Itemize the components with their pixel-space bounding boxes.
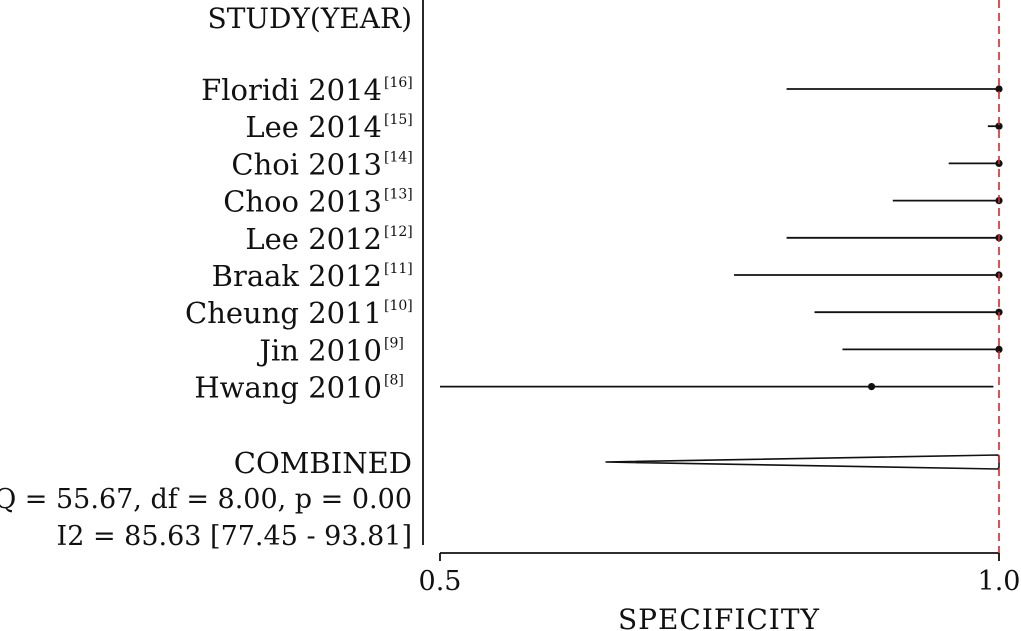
study-label: Hwang 2010 — [194, 371, 382, 405]
heterogeneity-i2: I2 = 85.63 [77.45 - 93.81] — [57, 521, 412, 552]
column-title: STUDY(YEAR) — [208, 2, 412, 35]
study-reference: [11] — [384, 261, 413, 277]
x-axis-ticks: 0.5 1.0 — [419, 553, 1021, 597]
study-point-estimate — [867, 383, 876, 391]
study-label: Floridi 2014 — [201, 73, 382, 107]
study-label: Braak 2012 — [212, 259, 382, 293]
study-reference: [15] — [384, 112, 413, 128]
study-label: Choi 2013 — [231, 147, 382, 181]
study-point-estimate — [995, 122, 1003, 130]
study-reference: [14] — [384, 149, 413, 165]
heterogeneity-q: Q = 55.67, df = 8.00, p = 0.00 — [0, 484, 412, 515]
x-tick-label: 1.0 — [978, 566, 1021, 597]
study-label: Lee 2012 — [245, 222, 382, 256]
study-reference: [10] — [384, 298, 413, 314]
study-label: Cheung 2011 — [185, 296, 382, 330]
study-label: Choo 2013 — [223, 185, 382, 219]
study-label: Lee 2014 — [245, 110, 382, 144]
study-reference: [9] — [384, 335, 404, 351]
study-reference: [13] — [384, 187, 413, 203]
x-axis-label: SPECIFICITY — [618, 603, 820, 631]
study-point-estimate — [995, 345, 1003, 353]
study-point-estimate — [995, 85, 1003, 93]
study-reference: [12] — [384, 224, 413, 240]
x-tick-label: 0.5 — [419, 566, 462, 597]
combined-diamond — [605, 454, 1000, 470]
combined-label: COMBINED — [234, 446, 412, 480]
study-label: Jin 2010 — [256, 333, 382, 367]
study-rows: Floridi 2014 [16] Lee 2014 [15] Choi 2013 [14… — [185, 73, 1003, 405]
study-reference: [16] — [384, 75, 413, 91]
study-reference: [8] — [384, 373, 404, 389]
